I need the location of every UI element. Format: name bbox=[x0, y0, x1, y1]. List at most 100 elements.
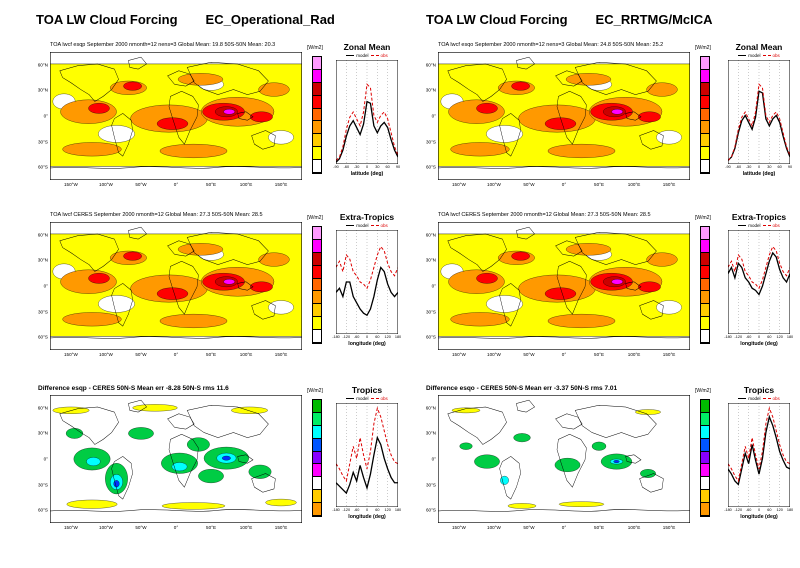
legend-model-label: model bbox=[356, 223, 369, 228]
legend-obs-label: obs bbox=[380, 396, 388, 401]
left-title-text: TOA LW Cloud Forcing bbox=[36, 12, 178, 27]
right-title-text: TOA LW Cloud Forcing bbox=[426, 12, 568, 27]
world-map-obs-right bbox=[438, 222, 690, 350]
map-caption: TOA lwcf CERES September 2000 nmonth=12 … bbox=[438, 212, 651, 218]
x-tick-labels: -90 -60 -30 0 30 60 90 bbox=[333, 165, 401, 169]
colorbar-units-label: [W/m2] bbox=[695, 388, 711, 394]
colorbar-field bbox=[700, 226, 710, 344]
x-tick-labels: -180 -120 -60 0 60 120 180 bbox=[724, 508, 794, 512]
obs-line-icon bbox=[762, 225, 771, 226]
lineplot-zonal-left: Zonal Mean model obs -90 -60 -30 0 30 60 90 la… bbox=[333, 42, 401, 190]
map-caption: TOA lwcf CERES September 2000 nmonth=12 … bbox=[50, 212, 263, 218]
lineplot-tropics-right: Tropics model obs -180 -120 -60 0 60 120 180 l… bbox=[724, 385, 794, 533]
map-lon-axis: 150°W 100°W 50°W 0° 50°E 100°E 150°E bbox=[451, 352, 676, 357]
map-lat-axis: 60°N 30°N 0° 30°S 60°S bbox=[425, 62, 436, 170]
x-axis-label: latitude (deg) bbox=[350, 171, 384, 177]
x-axis-label: latitude (deg) bbox=[742, 171, 776, 177]
legend-model-label: model bbox=[748, 223, 761, 228]
map-panel-right-model: TOA lwcf esqo September 2000 nmonth=12 n… bbox=[418, 42, 723, 202]
map-caption: Difference esqo - CERES 50N-S Mean err -… bbox=[426, 385, 618, 392]
map-caption: TOA lwcf esqo September 2000 nmonth=12 n… bbox=[438, 42, 664, 48]
colorbar-diff bbox=[700, 399, 710, 517]
x-axis-label: longitude (deg) bbox=[348, 341, 386, 347]
plot-legend: model obs bbox=[726, 52, 792, 59]
tropics-chart bbox=[336, 403, 398, 507]
x-tick-labels: -180 -120 -60 0 60 120 180 bbox=[332, 508, 402, 512]
obs-line-icon bbox=[370, 398, 379, 399]
map-panel-left-diff: Difference esqp - CERES 50N-S Mean err -… bbox=[30, 385, 335, 545]
map-panel-left-model: TOA lwcf esqp September 2000 nmonth=12 n… bbox=[30, 42, 335, 202]
plot-legend: model obs bbox=[334, 52, 400, 59]
zonal-mean-chart bbox=[336, 60, 398, 164]
x-axis-label: longitude (deg) bbox=[740, 341, 778, 347]
colorbar-units-label: [W/m2] bbox=[695, 45, 711, 51]
model-line-icon bbox=[346, 398, 355, 399]
plot-title: Zonal Mean bbox=[343, 42, 391, 52]
obs-line-icon bbox=[370, 55, 379, 56]
world-map-model-left bbox=[50, 52, 302, 180]
lineplot-tropics-left: Tropics model obs -180 -120 -60 0 60 120 180 l… bbox=[332, 385, 402, 533]
map-lon-axis: 150°W 100°W 50°W 0° 50°E 100°E 150°E bbox=[63, 182, 288, 187]
plot-legend: model obs bbox=[334, 395, 400, 402]
plot-legend: model obs bbox=[334, 222, 400, 229]
left-subtitle-text: EC_Operational_Rad bbox=[205, 12, 335, 27]
model-line-icon bbox=[738, 225, 747, 226]
colorbar-units-label: [W/m2] bbox=[307, 45, 323, 51]
tropics-chart bbox=[728, 403, 790, 507]
map-lon-axis: 150°W 100°W 50°W 0° 50°E 100°E 150°E bbox=[451, 182, 676, 187]
model-line-icon bbox=[738, 398, 747, 399]
model-line-icon bbox=[346, 55, 355, 56]
legend-obs-label: obs bbox=[772, 53, 780, 58]
map-panel-right-obs: TOA lwcf CERES September 2000 nmonth=12 … bbox=[418, 212, 723, 372]
world-map-obs-left bbox=[50, 222, 302, 350]
lineplot-zonal-right: Zonal Mean model obs -90 -60 -30 0 30 60 90 la… bbox=[725, 42, 793, 190]
colorbar-diff bbox=[312, 399, 322, 517]
legend-model-label: model bbox=[748, 396, 761, 401]
x-tick-labels: -180 -120 -60 0 60 120 180 bbox=[724, 335, 794, 339]
map-lat-axis: 60°N 30°N 0° 30°S 60°S bbox=[37, 232, 48, 340]
map-caption: Difference esqp - CERES 50N-S Mean err -… bbox=[38, 385, 229, 392]
colorbar-units-label: [W/m2] bbox=[307, 215, 323, 221]
map-lat-axis: 60°N 30°N 0° 30°S 60°S bbox=[37, 405, 48, 513]
plot-title: Tropics bbox=[351, 385, 383, 395]
colorbar-field bbox=[700, 56, 710, 174]
plot-title: Zonal Mean bbox=[735, 42, 783, 52]
right-column-title: TOA LW Cloud Forcing EC_RRTMG/McICA bbox=[426, 12, 713, 27]
world-map-model-right bbox=[438, 52, 690, 180]
legend-obs-label: obs bbox=[772, 223, 780, 228]
colorbar-field bbox=[312, 226, 322, 344]
zonal-mean-chart bbox=[728, 60, 790, 164]
obs-line-icon bbox=[762, 55, 771, 56]
plot-legend: model obs bbox=[726, 222, 792, 229]
legend-obs-label: obs bbox=[772, 396, 780, 401]
extra-tropics-chart bbox=[336, 230, 398, 334]
x-tick-labels: -90 -60 -30 0 30 60 90 bbox=[725, 165, 793, 169]
legend-obs-label: obs bbox=[380, 223, 388, 228]
legend-model-label: model bbox=[356, 53, 369, 58]
map-lat-axis: 60°N 30°N 0° 30°S 60°S bbox=[37, 62, 48, 170]
model-line-icon bbox=[738, 55, 747, 56]
map-lon-axis: 150°W 100°W 50°W 0° 50°E 100°E 150°E bbox=[63, 525, 288, 530]
map-lon-axis: 150°W 100°W 50°W 0° 50°E 100°E 150°E bbox=[451, 525, 676, 530]
obs-line-icon bbox=[762, 398, 771, 399]
colorbar-field bbox=[312, 56, 322, 174]
colorbar-units-label: [W/m2] bbox=[307, 388, 323, 394]
x-axis-label: longitude (deg) bbox=[348, 514, 386, 520]
map-lat-axis: 60°N 30°N 0° 30°S 60°S bbox=[425, 405, 436, 513]
legend-model-label: model bbox=[356, 396, 369, 401]
extra-tropics-chart bbox=[728, 230, 790, 334]
legend-model-label: model bbox=[748, 53, 761, 58]
map-lon-axis: 150°W 100°W 50°W 0° 50°E 100°E 150°E bbox=[63, 352, 288, 357]
x-axis-label: longitude (deg) bbox=[740, 514, 778, 520]
left-column-title: TOA LW Cloud Forcing EC_Operational_Rad bbox=[36, 12, 335, 27]
lineplot-extra-right: Extra-Tropics model obs -180 -120 -60 0 60 12… bbox=[724, 212, 794, 360]
right-subtitle-text: EC_RRTMG/McICA bbox=[595, 12, 713, 27]
model-line-icon bbox=[346, 225, 355, 226]
map-caption: TOA lwcf esqp September 2000 nmonth=12 n… bbox=[50, 42, 276, 48]
colorbar-units-label: [W/m2] bbox=[695, 215, 711, 221]
plot-title: Extra-Tropics bbox=[339, 212, 395, 222]
legend-obs-label: obs bbox=[380, 53, 388, 58]
world-map-diff-right bbox=[438, 395, 690, 523]
lineplot-extra-left: Extra-Tropics model obs -180 -120 -60 0 60 12… bbox=[332, 212, 401, 360]
